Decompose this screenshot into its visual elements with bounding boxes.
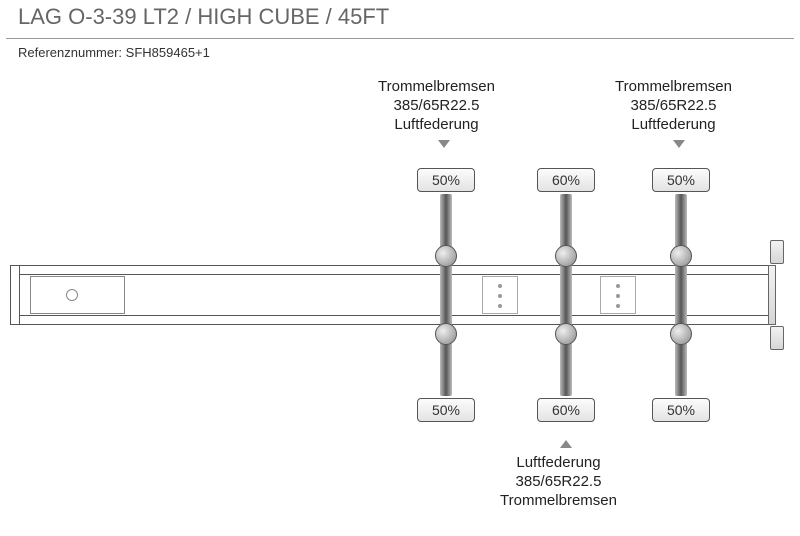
reference-value: SFH859465+1 — [126, 45, 210, 60]
spec-line: Luftfederung — [500, 454, 617, 473]
bolt-dot — [498, 304, 502, 308]
spec-line: Trommelbremsen — [615, 78, 732, 97]
reference-row: Referenznummer: SFH859465+1 — [0, 39, 800, 60]
axle-1-tyre-top: 50% — [417, 168, 475, 192]
axle-1 — [440, 194, 452, 396]
spec-line: 385/65R22.5 — [500, 473, 617, 492]
axle-2-hub-top — [555, 245, 577, 267]
axle-2-tyre-top: 60% — [537, 168, 595, 192]
axle-3-hub-top — [670, 245, 692, 267]
bolt-dot — [498, 284, 502, 288]
caret-down-icon — [673, 140, 685, 148]
spec-line: 385/65R22.5 — [378, 97, 495, 116]
spec-top-right: Trommelbremsen 385/65R22.5 Luftfederung — [615, 78, 732, 134]
page-title: LAG O-3-39 LT2 / HIGH CUBE / 45FT — [0, 0, 800, 38]
spec-top-left: Trommelbremsen 385/65R22.5 Luftfederung — [378, 78, 495, 134]
chassis-rail-bottom — [10, 315, 770, 325]
spec-line: Trommelbremsen — [500, 492, 617, 511]
trailer-diagram: Trommelbremsen 385/65R22.5 Luftfederung … — [0, 70, 800, 536]
bolt-dot — [498, 294, 502, 298]
axle-3-tyre-bottom: 50% — [652, 398, 710, 422]
spec-line: Luftfederung — [378, 116, 495, 135]
axle-2 — [560, 194, 572, 396]
rear-light-bottom — [770, 326, 784, 350]
bolt-dot — [616, 284, 620, 288]
spec-line: Trommelbremsen — [378, 78, 495, 97]
chassis-rail-top — [10, 265, 770, 275]
axle-1-hub-bottom — [435, 323, 457, 345]
rear-light-top — [770, 240, 784, 264]
caret-down-icon — [438, 140, 450, 148]
kingpin — [66, 289, 78, 301]
axle-1-tyre-bottom: 50% — [417, 398, 475, 422]
axle-2-hub-bottom — [555, 323, 577, 345]
axle-3-tyre-top: 50% — [652, 168, 710, 192]
axle-3-hub-bottom — [670, 323, 692, 345]
rear-bar — [768, 265, 776, 325]
bolt-dot — [616, 304, 620, 308]
axle-3 — [675, 194, 687, 396]
spec-line: 385/65R22.5 — [615, 97, 732, 116]
bolt-dot — [616, 294, 620, 298]
spec-line: Luftfederung — [615, 116, 732, 135]
caret-up-icon — [560, 440, 572, 448]
axle-2-tyre-bottom: 60% — [537, 398, 595, 422]
spec-bottom: Luftfederung 385/65R22.5 Trommelbremsen — [500, 454, 617, 510]
chassis-end-left — [10, 265, 20, 325]
axle-1-hub-top — [435, 245, 457, 267]
reference-label: Referenznummer: — [18, 45, 122, 60]
